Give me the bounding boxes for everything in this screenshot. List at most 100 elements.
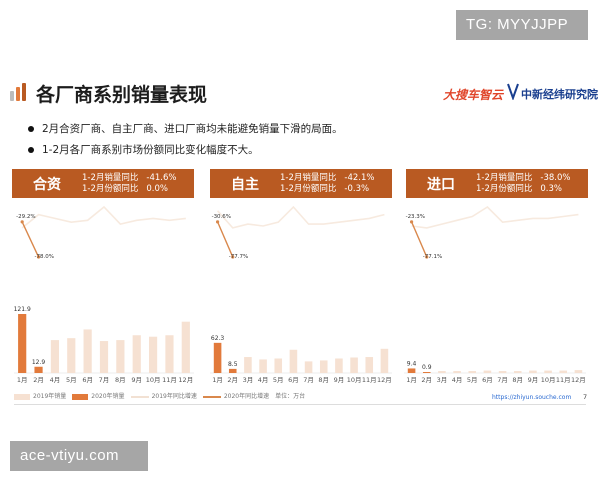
bar-2019 bbox=[365, 357, 374, 373]
bar-value-label: 0.9 bbox=[422, 364, 432, 371]
x-tick-label: 4月 bbox=[452, 376, 463, 384]
x-tick-label: 2月 bbox=[227, 376, 238, 384]
bar-2020 bbox=[422, 372, 431, 373]
bar-2019 bbox=[319, 360, 328, 373]
x-tick-label: 12月 bbox=[377, 376, 392, 384]
bar-2019 bbox=[438, 371, 446, 373]
bar-2019 bbox=[244, 357, 252, 373]
growth-line-2020 bbox=[216, 221, 234, 258]
group-name: 合资 bbox=[33, 176, 61, 193]
bar-2019 bbox=[132, 335, 141, 373]
bar-2019 bbox=[350, 357, 358, 373]
x-tick-label: 1月 bbox=[406, 376, 417, 384]
watermark-bottom: ace-vtiyu.com bbox=[10, 441, 148, 471]
bar-2019 bbox=[544, 370, 552, 373]
page-title: 各厂商系别销量表现 bbox=[36, 84, 208, 106]
bar-2019 bbox=[483, 370, 492, 373]
research-logo: 中新经纬研究院 bbox=[521, 88, 598, 101]
source-link[interactable]: https://zhiyun.souche.com bbox=[492, 394, 572, 401]
research-logo-icon bbox=[507, 83, 519, 100]
x-tick-label: 8月 bbox=[512, 376, 523, 384]
growth-line-2019 bbox=[21, 205, 186, 229]
x-tick-label: 9月 bbox=[131, 376, 142, 384]
stat-value: -0.3% bbox=[344, 183, 370, 194]
bar-2020 bbox=[34, 366, 43, 373]
x-tick-label: 7月 bbox=[497, 376, 508, 384]
stat-label: 1-2月份额同比 bbox=[476, 183, 533, 194]
growth-point bbox=[231, 255, 235, 259]
group-header-zizhu: 自主 1-2月销量同比 -42.1% 1-2月份额同比 -0.3% bbox=[210, 169, 392, 198]
x-tick-label: 11月 bbox=[556, 376, 571, 384]
growth-label: -29.2% bbox=[16, 214, 35, 220]
bar-2019 bbox=[380, 348, 389, 373]
growth-label: -30.6% bbox=[212, 214, 231, 220]
growth-point bbox=[20, 220, 24, 224]
title-accent-bars bbox=[10, 83, 26, 101]
x-tick-label: 2月 bbox=[421, 376, 432, 384]
watermark-top: TG: MYYJJPP bbox=[456, 10, 588, 40]
x-tick-label: 7月 bbox=[303, 376, 314, 384]
stat-label: 1-2月销量同比 bbox=[280, 172, 337, 183]
bar-2019 bbox=[165, 335, 174, 373]
bar-2020 bbox=[213, 342, 222, 373]
bar-2019 bbox=[335, 358, 343, 373]
stat-label: 1-2月份额同比 bbox=[82, 183, 139, 194]
growth-label: -77.1% bbox=[423, 254, 442, 260]
legend-2020-line: 2020年同比增速 bbox=[202, 391, 269, 400]
stat-value: -38.0% bbox=[540, 172, 571, 183]
growth-line-2020 bbox=[21, 221, 40, 258]
x-tick-label: 12月 bbox=[571, 376, 586, 384]
growth-label: -23.3% bbox=[406, 214, 425, 220]
bar-2019 bbox=[83, 329, 92, 373]
bar-2019 bbox=[181, 321, 190, 373]
stat-label: 1-2月销量同比 bbox=[476, 172, 533, 183]
x-tick-label: 10月 bbox=[146, 376, 161, 384]
stat-label: 1-2月份额同比 bbox=[280, 183, 337, 194]
bar-value-label: 121.9 bbox=[14, 306, 31, 313]
group-header-hezi: 合资 1-2月销量同比 -41.6% 1-2月份额同比 0.0% bbox=[12, 169, 194, 198]
bar-2020 bbox=[18, 314, 27, 373]
stat-value: 0.3% bbox=[540, 183, 562, 194]
bar-2019 bbox=[304, 361, 313, 373]
bar-2019 bbox=[67, 338, 76, 373]
growth-point bbox=[36, 255, 41, 259]
bar-value-label: 62.3 bbox=[211, 335, 225, 342]
bar-value-label: 12.9 bbox=[32, 359, 46, 366]
group-name: 自主 bbox=[231, 176, 259, 193]
x-tick-label: 2月 bbox=[33, 376, 44, 384]
bar-2019 bbox=[498, 371, 507, 373]
legend-unit: 单位：万台 bbox=[275, 393, 306, 400]
x-tick-label: 1月 bbox=[17, 376, 28, 384]
x-tick-label: 9月 bbox=[528, 376, 539, 384]
x-tick-label: 5月 bbox=[273, 376, 284, 384]
stat-label: 1-2月销量同比 bbox=[82, 172, 139, 183]
x-tick-label: 10月 bbox=[541, 376, 556, 384]
bar-2020 bbox=[228, 368, 237, 373]
growth-point bbox=[409, 220, 414, 224]
bar-2019 bbox=[559, 370, 568, 373]
legend-2019-bar: 2019年销量 bbox=[14, 391, 66, 400]
chart-legend: 2019年销量 2020年销量 2019年同比增速 2020年同比增速 单位：万… bbox=[14, 391, 305, 400]
souche-logo: 大搜车智云 bbox=[443, 88, 504, 102]
bullet-list: 2月合资厂商、自主厂商、进口厂商均未能避免销量下滑的局面。 1-2月各厂商系别市… bbox=[28, 122, 343, 164]
stat-value: -41.6% bbox=[146, 172, 177, 183]
bullet-item: 2月合资厂商、自主厂商、进口厂商均未能避免销量下滑的局面。 bbox=[28, 122, 343, 143]
group-header-jinkou: 进口 1-2月销量同比 -38.0% 1-2月份额同比 0.3% bbox=[406, 169, 588, 198]
bar-2019 bbox=[116, 340, 125, 373]
x-tick-label: 10月 bbox=[347, 376, 362, 384]
x-tick-label: 11月 bbox=[362, 376, 377, 384]
bar-2019 bbox=[529, 370, 537, 373]
page-number: 7 bbox=[583, 393, 588, 401]
x-tick-label: 5月 bbox=[66, 376, 77, 384]
x-tick-label: 8月 bbox=[318, 376, 329, 384]
growth-line-2019 bbox=[411, 205, 579, 229]
x-tick-label: 9月 bbox=[334, 376, 345, 384]
bar-2019 bbox=[259, 359, 267, 373]
bar-2019 bbox=[99, 341, 109, 373]
x-tick-label: 4月 bbox=[258, 376, 269, 384]
bar-2019 bbox=[513, 371, 522, 373]
bar-value-label: 8.5 bbox=[228, 361, 238, 368]
bar-2020 bbox=[407, 368, 416, 373]
x-tick-label: 3月 bbox=[243, 376, 254, 384]
